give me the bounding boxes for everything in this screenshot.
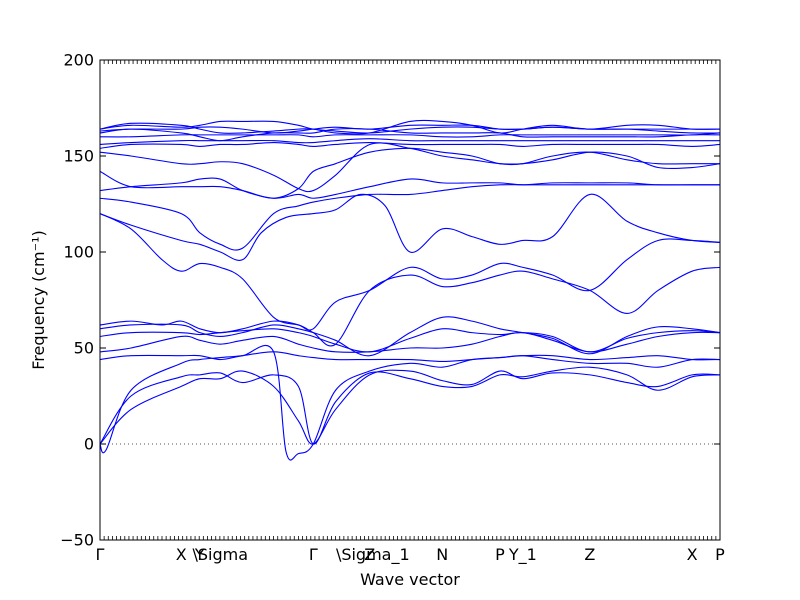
x-tick-label: Z xyxy=(364,545,375,564)
band-line-17 xyxy=(100,132,720,138)
y-tick-label: −50 xyxy=(60,531,94,550)
band-line-1 xyxy=(100,369,720,445)
x-tick-label: \Sigma xyxy=(193,545,249,564)
y-tick-label: 200 xyxy=(63,51,94,70)
band-line-11 xyxy=(100,184,720,251)
band-line-12 xyxy=(100,177,720,199)
y-axis: −50 0 50 100 150 200 xyxy=(60,51,720,550)
x-tick-label: Y xyxy=(194,545,205,564)
band-line-7 xyxy=(100,316,720,357)
x-tick-label: X xyxy=(687,545,698,564)
band-line-16 xyxy=(100,138,720,146)
band-line-9 xyxy=(100,213,720,331)
bands-layer xyxy=(100,119,720,461)
y-tick-label: 0 xyxy=(84,435,94,454)
band-line-13 xyxy=(100,147,720,199)
band-line-21 xyxy=(100,119,720,135)
band-line-5 xyxy=(100,331,720,353)
x-tick-label: Γ xyxy=(96,545,105,564)
band-line-2 xyxy=(100,366,720,445)
x-tick-label: \Sigma_1 xyxy=(336,545,410,565)
x-tick-label: Y_1 xyxy=(508,545,537,565)
x-tick-label: Γ xyxy=(309,545,318,564)
band-line-3 xyxy=(100,345,720,461)
y-tick-label: 50 xyxy=(74,339,94,358)
x-tick-label: P xyxy=(715,545,725,564)
x-tick-label: X xyxy=(176,545,187,564)
y-axis-label: Frequency (cm⁻¹) xyxy=(29,230,48,369)
x-tick-label: Z xyxy=(584,545,595,564)
y-tick-label: 150 xyxy=(63,147,94,166)
band-line-15 xyxy=(100,142,720,149)
band-line-20 xyxy=(100,120,720,134)
band-line-14 xyxy=(100,142,720,193)
band-line-4 xyxy=(100,351,720,362)
y-tick-label: 100 xyxy=(63,243,94,262)
band-line-10 xyxy=(100,193,720,261)
x-axis: Γ X Y\Sigma Γ Z\Sigma_1 N P Y_1 Z X P xyxy=(96,60,725,565)
x-tick-label: N xyxy=(436,545,448,564)
x-axis-label: Wave vector xyxy=(360,570,460,589)
x-tick-label: P xyxy=(495,545,505,564)
